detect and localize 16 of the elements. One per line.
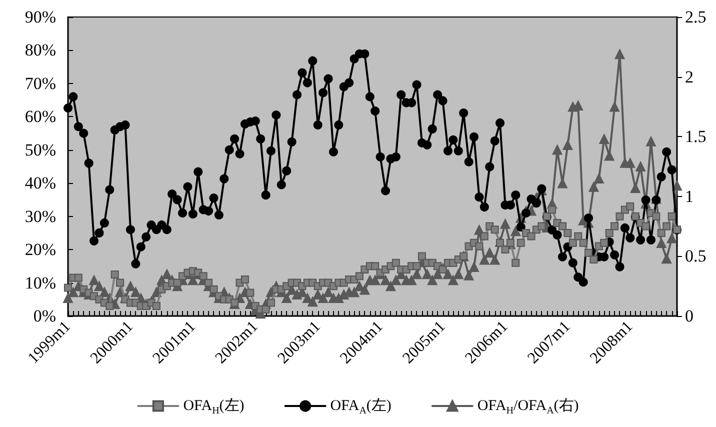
y-tick-label: 40% — [24, 174, 56, 193]
y-tick-label: 60% — [24, 107, 56, 126]
y2-tick-label: 1 — [685, 186, 694, 206]
y2-tick-label: 0.5 — [685, 246, 706, 266]
y-tick-label: 0% — [33, 306, 56, 326]
y2-tick-label: 0 — [685, 306, 694, 326]
y2-tick-label: 2.5 — [685, 8, 706, 26]
y-tick-label: 80% — [24, 40, 56, 60]
y-tick-label: 10% — [24, 273, 56, 292]
y2-tick-label: 1.5 — [685, 127, 706, 146]
y-tick-label: 50% — [24, 140, 56, 160]
y-tick-label: 30% — [24, 206, 56, 226]
y-tick-label: 20% — [24, 240, 56, 260]
y2-tick-label: 2 — [685, 67, 694, 86]
y-tick-label: 70% — [24, 74, 56, 93]
y-tick-label: 90% — [24, 8, 56, 26]
